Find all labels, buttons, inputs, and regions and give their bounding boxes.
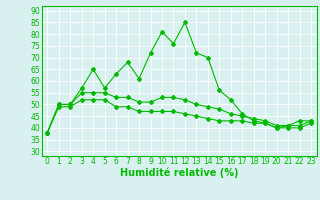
X-axis label: Humidité relative (%): Humidité relative (%) [120,168,238,178]
